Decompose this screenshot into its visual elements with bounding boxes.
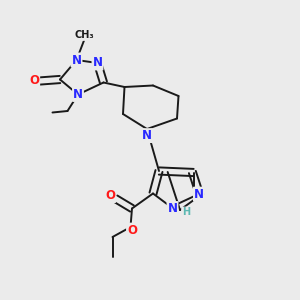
Text: N: N (92, 56, 103, 70)
Text: N: N (167, 202, 178, 215)
Text: H: H (182, 207, 190, 218)
Text: N: N (142, 129, 152, 142)
Text: O: O (29, 74, 39, 87)
Text: N: N (194, 188, 204, 201)
Text: CH₃: CH₃ (74, 30, 94, 40)
Text: O: O (127, 224, 137, 237)
Text: N: N (73, 88, 83, 101)
Text: N: N (71, 53, 82, 67)
Text: O: O (105, 189, 115, 202)
